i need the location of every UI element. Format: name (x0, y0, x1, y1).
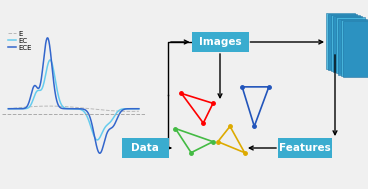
Text: Images: Images (199, 37, 241, 47)
EC (95, 139, 99, 141)
ECE (22, 107, 26, 110)
FancyBboxPatch shape (121, 138, 169, 158)
FancyBboxPatch shape (340, 20, 368, 76)
FancyBboxPatch shape (330, 15, 360, 71)
Legend: E, EC, ECE: E, EC, ECE (5, 28, 35, 54)
EC (58, 101, 63, 104)
EC (102, 128, 106, 130)
FancyBboxPatch shape (333, 16, 362, 72)
EC (22, 108, 26, 110)
Line: ECE: ECE (8, 38, 139, 153)
ECE (45, 37, 50, 39)
ECE (49, 58, 53, 60)
EC (6, 108, 11, 110)
FancyBboxPatch shape (278, 138, 332, 158)
FancyBboxPatch shape (343, 21, 368, 77)
EC (89, 125, 93, 128)
FancyBboxPatch shape (191, 32, 248, 52)
E (47, 105, 52, 107)
E (22, 106, 26, 108)
ECE (98, 152, 102, 154)
ECE (137, 108, 141, 110)
Text: Features: Features (279, 143, 331, 153)
E (89, 108, 93, 110)
E (6, 108, 11, 110)
E (137, 110, 141, 112)
Line: E: E (8, 106, 139, 111)
E (101, 109, 106, 111)
EC (101, 129, 105, 132)
ECE (6, 108, 11, 110)
FancyBboxPatch shape (326, 12, 354, 68)
ECE (102, 143, 106, 145)
E (128, 110, 133, 112)
FancyBboxPatch shape (338, 19, 367, 74)
Line: EC: EC (8, 60, 139, 140)
ECE (58, 107, 63, 109)
FancyBboxPatch shape (336, 17, 364, 73)
FancyBboxPatch shape (328, 14, 357, 70)
EC (49, 60, 53, 62)
EC (48, 59, 52, 61)
E (101, 109, 105, 111)
EC (137, 108, 141, 110)
ECE (89, 119, 93, 121)
E (58, 105, 63, 108)
Text: Data: Data (131, 143, 159, 153)
ECE (101, 145, 105, 147)
E (49, 105, 53, 107)
